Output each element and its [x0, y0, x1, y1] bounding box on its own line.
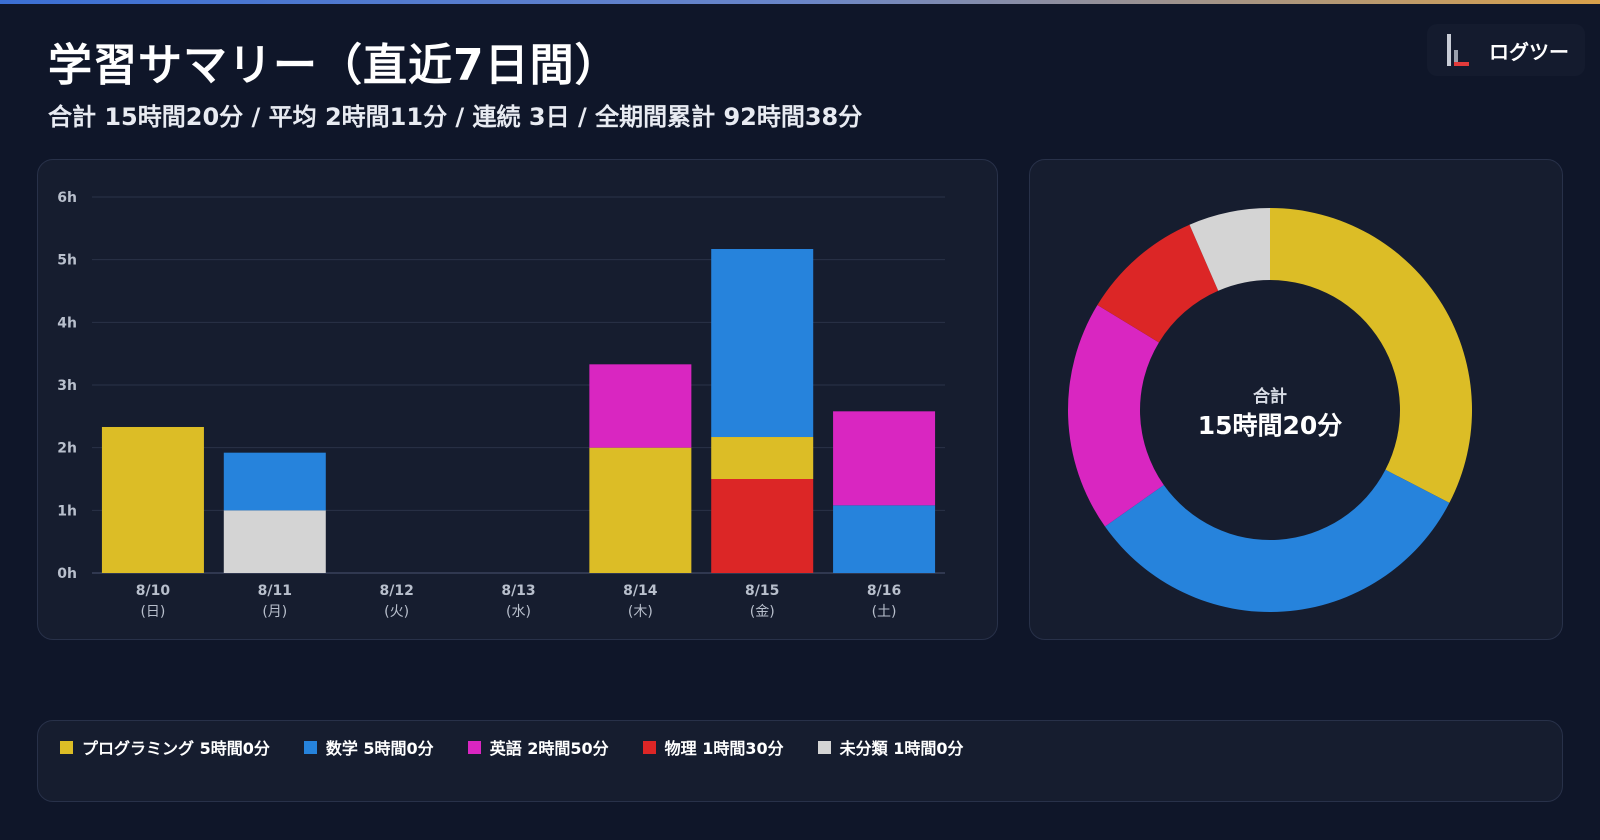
top-accent-bar [0, 0, 1600, 4]
bar-segment[interactable] [223, 452, 326, 511]
bar-segment[interactable] [223, 510, 326, 573]
donut-chart-card: 合計 15時間20分 [1029, 159, 1563, 640]
legend-card: プログラミング 5時間0分 数学 5時間0分 英語 2時間50分 物理 1時間30分 未… [37, 720, 1563, 802]
legend-swatch [817, 740, 831, 754]
y-tick-label: 2h [57, 441, 77, 457]
x-tick-sublabel: (土) [872, 604, 897, 620]
bar-segment[interactable] [589, 447, 692, 573]
bar-segment[interactable] [711, 479, 814, 573]
brand-name: ログツー [1489, 39, 1569, 64]
x-tick-label: 8/11 [258, 583, 292, 599]
x-tick-label: 8/16 [867, 583, 901, 599]
legend: プログラミング 5時間0分 数学 5時間0分 英語 2時間50分 物理 1時間30分 未… [60, 735, 998, 759]
x-tick-sublabel: (日) [140, 604, 165, 620]
x-tick-label: 8/13 [501, 583, 535, 599]
legend-swatch [642, 740, 656, 754]
donut-slice[interactable] [1097, 224, 1219, 343]
y-tick-label: 5h [57, 253, 77, 269]
bar-segment[interactable] [833, 505, 936, 573]
bar-logo-icon [1447, 34, 1469, 66]
legend-item[interactable]: 物理 1時間30分 [642, 735, 784, 759]
donut-center-value: 15時間20分 [1198, 411, 1343, 440]
donut-slice[interactable] [1068, 305, 1164, 527]
bar-segment[interactable] [589, 364, 692, 448]
y-tick-label: 1h [57, 503, 77, 519]
x-tick-sublabel: (木) [628, 604, 653, 620]
x-tick-sublabel: (月) [262, 604, 287, 620]
brand-badge[interactable]: ログツー [1427, 24, 1585, 76]
legend-item[interactable]: プログラミング 5時間0分 [60, 735, 270, 759]
bar-chart-card: 0h 1h 2h 3h 4h 5h 6h 8/10 (日) 8/11 (月) 8/12 (火) 8/13 (… [37, 159, 998, 640]
legend-item[interactable]: 数学 5時間0分 [303, 735, 434, 759]
summary-stats: 合計 15時間20分 / 平均 2時間11分 / 連続 3日 / 全期間累計 9… [48, 103, 863, 131]
legend-label: 英語 2時間50分 [489, 739, 609, 758]
bar-segment[interactable] [711, 249, 814, 438]
legend-swatch [467, 740, 481, 754]
bar-segment[interactable] [101, 426, 204, 573]
donut-slice[interactable] [1189, 208, 1270, 291]
bar-segment[interactable] [711, 437, 814, 479]
legend-item[interactable]: 未分類 1時間0分 [817, 735, 964, 759]
donut-center-label: 合計 [1253, 386, 1287, 407]
legend-swatch [303, 740, 317, 754]
x-tick-sublabel: (水) [506, 604, 531, 620]
x-tick-label: 8/10 [136, 583, 171, 599]
legend-label: 数学 5時間0分 [325, 739, 434, 758]
donut-chart: 合計 15時間20分 [1068, 208, 1472, 612]
donut-slice[interactable] [1104, 469, 1450, 612]
page-title: 学習サマリー（直近7日間） [48, 40, 620, 91]
legend-swatch [60, 740, 73, 754]
y-tick-label: 0h [57, 566, 77, 582]
x-tick-label: 8/15 [745, 583, 779, 599]
y-tick-label: 6h [57, 190, 77, 206]
donut-slice[interactable] [1270, 208, 1472, 503]
legend-label: プログラミング 5時間0分 [82, 739, 270, 758]
stacked-bar-chart: 0h 1h 2h 3h 4h 5h 6h 8/10 (日) 8/11 (月) 8/12 (火) 8/13 (… [57, 190, 945, 620]
x-tick-sublabel: (金) [750, 604, 775, 620]
legend-label: 物理 1時間30分 [664, 739, 784, 758]
x-tick-label: 8/12 [379, 583, 413, 599]
x-tick-label: 8/14 [623, 583, 658, 599]
legend-label: 未分類 1時間0分 [839, 739, 964, 758]
bar-segment[interactable] [833, 411, 936, 506]
y-tick-label: 4h [57, 315, 77, 331]
legend-item[interactable]: 英語 2時間50分 [467, 735, 609, 759]
y-tick-label: 3h [57, 378, 77, 394]
x-tick-sublabel: (火) [384, 604, 409, 620]
